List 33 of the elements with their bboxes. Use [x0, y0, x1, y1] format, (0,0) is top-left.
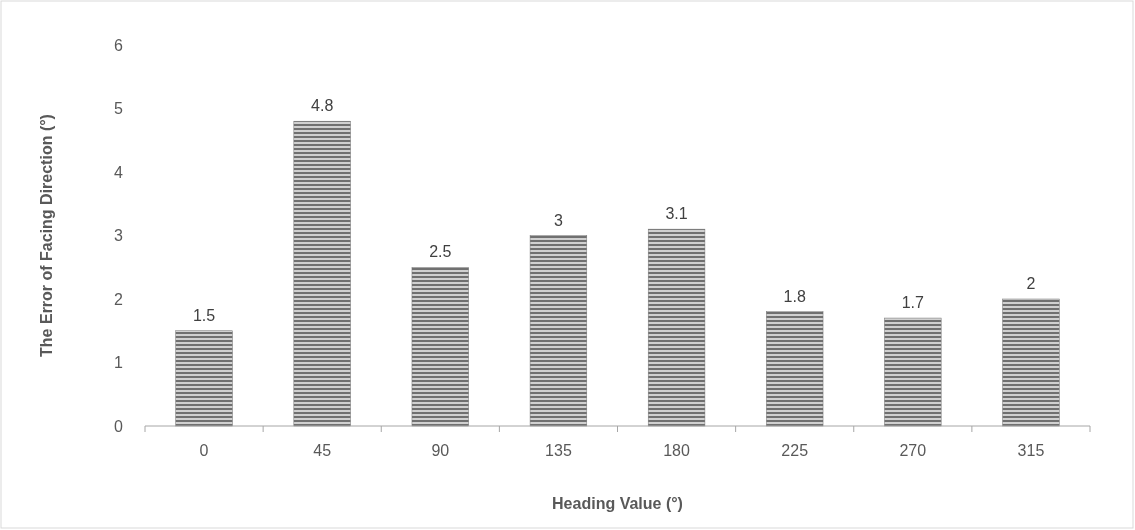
x-tick-label: 45 [313, 442, 332, 459]
data-label: 2.5 [429, 243, 452, 261]
y-tick-label: 3 [114, 227, 124, 245]
x-tick-label: 315 [1017, 442, 1045, 459]
y-axis-title: The Error of Facing Direction (°) [38, 114, 55, 357]
bar [293, 120, 351, 427]
x-tick-label: 0 [199, 442, 209, 459]
y-tick-label: 6 [114, 36, 124, 54]
y-tick-label: 2 [114, 290, 124, 308]
x-tick-label: 270 [899, 442, 927, 459]
y-tick-label: 0 [114, 417, 124, 435]
bar [1002, 298, 1060, 427]
data-label: 4.8 [311, 97, 334, 115]
x-axis-title: Heading Value (°) [552, 495, 683, 512]
y-tick-label: 5 [114, 100, 124, 118]
x-tick-label: 180 [663, 442, 691, 459]
y-tick-label: 4 [114, 163, 124, 181]
bar [766, 311, 824, 427]
bar [647, 228, 706, 427]
bar [884, 317, 942, 427]
x-tick-label: 90 [431, 442, 450, 459]
data-label: 3 [553, 211, 563, 229]
data-label: 3.1 [665, 205, 688, 223]
bar [411, 267, 469, 427]
data-label: 1.7 [901, 294, 925, 312]
x-tick-label: 225 [781, 442, 809, 459]
data-label: 2 [1026, 275, 1036, 292]
bar [175, 330, 233, 427]
data-label: 1.8 [783, 287, 806, 305]
data-label: 1.5 [192, 306, 216, 324]
x-tick-label: 135 [545, 442, 572, 459]
bar [529, 235, 588, 427]
y-tick-label: 1 [114, 354, 124, 372]
